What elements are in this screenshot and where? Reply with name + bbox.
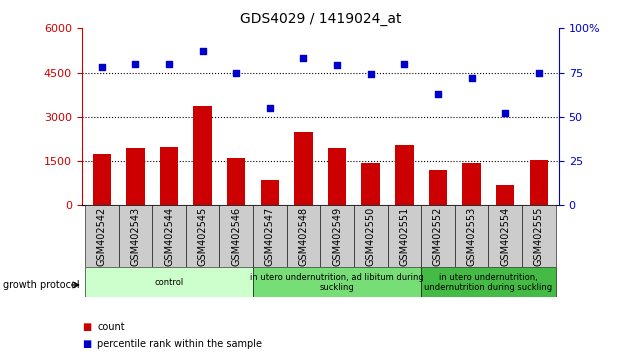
Bar — [85, 267, 253, 297]
Bar — [160, 147, 178, 205]
Text: count: count — [97, 322, 125, 332]
Bar — [227, 158, 246, 205]
Text: GSM402554: GSM402554 — [500, 207, 510, 266]
Text: GSM402546: GSM402546 — [231, 207, 241, 266]
Bar — [253, 205, 286, 267]
Bar — [193, 107, 212, 205]
Bar — [92, 154, 111, 205]
Bar — [362, 162, 380, 205]
Bar — [219, 205, 253, 267]
Title: GDS4029 / 1419024_at: GDS4029 / 1419024_at — [239, 12, 401, 26]
Text: control: control — [154, 278, 183, 287]
Text: GSM402549: GSM402549 — [332, 207, 342, 266]
Bar — [261, 180, 279, 205]
Point — [298, 56, 308, 61]
Bar — [421, 267, 556, 297]
Point — [332, 63, 342, 68]
Point — [198, 48, 208, 54]
Bar — [320, 205, 354, 267]
Text: percentile rank within the sample: percentile rank within the sample — [97, 339, 263, 349]
Text: GSM402553: GSM402553 — [467, 207, 477, 266]
Bar — [529, 160, 548, 205]
Text: GSM402552: GSM402552 — [433, 207, 443, 266]
Bar — [328, 148, 346, 205]
Point — [231, 70, 241, 75]
Point — [500, 110, 510, 116]
Bar — [126, 148, 144, 205]
Bar — [489, 205, 522, 267]
Text: GSM402550: GSM402550 — [365, 207, 376, 266]
Text: GSM402551: GSM402551 — [399, 207, 409, 266]
Bar — [462, 162, 481, 205]
Text: GSM402544: GSM402544 — [164, 207, 174, 266]
Bar — [253, 267, 421, 297]
Bar — [455, 205, 489, 267]
Point — [164, 61, 174, 67]
Bar — [186, 205, 219, 267]
Bar — [152, 205, 186, 267]
Bar — [387, 205, 421, 267]
Point — [433, 91, 443, 97]
Text: in utero undernutrition,
undernutrition during suckling: in utero undernutrition, undernutrition … — [425, 273, 553, 292]
Bar — [119, 205, 152, 267]
Text: ■: ■ — [82, 322, 91, 332]
Bar — [354, 205, 387, 267]
Point — [467, 75, 477, 81]
Text: in utero undernutrition, ad libitum during
suckling: in utero undernutrition, ad libitum duri… — [250, 273, 424, 292]
Bar — [286, 205, 320, 267]
Text: GSM402543: GSM402543 — [131, 207, 141, 266]
Point — [131, 61, 141, 67]
Bar — [395, 145, 414, 205]
Bar — [421, 205, 455, 267]
Point — [265, 105, 275, 111]
Point — [365, 72, 376, 77]
Point — [534, 70, 544, 75]
Text: GSM402545: GSM402545 — [198, 207, 208, 266]
Bar — [295, 132, 313, 205]
Point — [399, 61, 409, 67]
Bar — [496, 185, 514, 205]
Text: GSM402548: GSM402548 — [298, 207, 308, 266]
Bar — [85, 205, 119, 267]
Text: GSM402542: GSM402542 — [97, 207, 107, 266]
Bar — [522, 205, 556, 267]
Text: ■: ■ — [82, 339, 91, 349]
Text: GSM402547: GSM402547 — [265, 207, 275, 266]
Text: GSM402555: GSM402555 — [534, 207, 544, 266]
Bar — [429, 170, 447, 205]
Point — [97, 64, 107, 70]
Text: growth protocol: growth protocol — [3, 280, 80, 290]
